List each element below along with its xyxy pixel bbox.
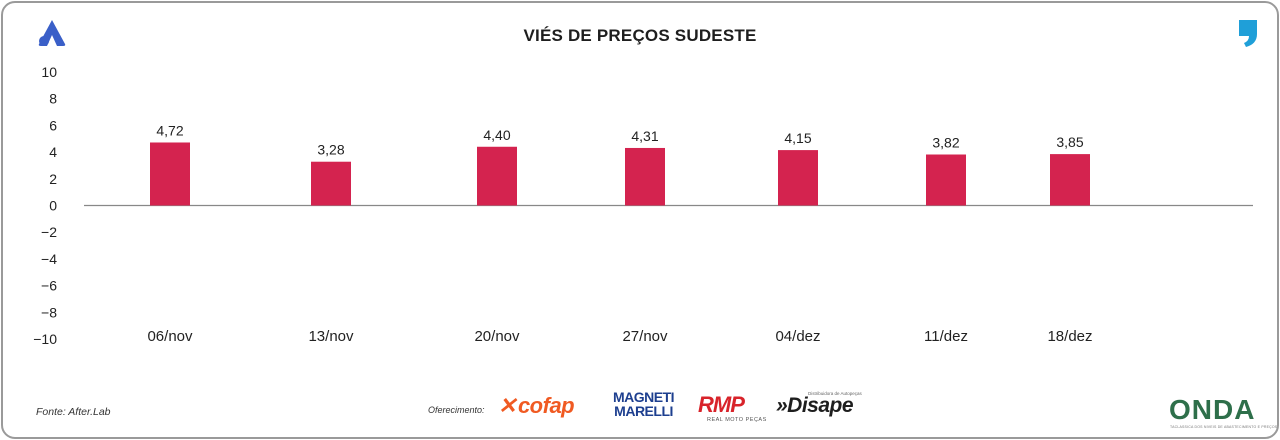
- chart-title: VIÉS DE PREÇOS SUDESTE: [523, 26, 757, 45]
- after-lab-a-logo-icon: [38, 20, 66, 46]
- source-note: Fonte: After.Lab: [36, 406, 111, 418]
- y-tick-label: −8: [41, 304, 57, 320]
- data-label: 4,31: [631, 128, 658, 144]
- cofap-x-icon: ✕: [498, 393, 516, 418]
- x-tick-label: 20/nov: [474, 328, 520, 345]
- y-tick-label: −10: [33, 331, 57, 347]
- data-label: 4,72: [156, 122, 183, 138]
- x-tick-label: 27/nov: [622, 328, 668, 345]
- bar: [311, 161, 351, 206]
- x-tick-label: 06/nov: [147, 328, 193, 345]
- x-tick-label: 04/dez: [775, 328, 820, 345]
- onda-logo: ONDA: [1169, 394, 1256, 425]
- disape-logo: »Disape: [776, 394, 854, 417]
- magneti-marelli-logo: MAGNETI MARELLI: [613, 389, 675, 419]
- bar: [477, 146, 517, 206]
- cofap-logo: ✕cofap: [498, 393, 575, 418]
- y-tick-label: −6: [41, 278, 57, 294]
- data-label: 4,15: [784, 130, 811, 146]
- data-label: 3,28: [317, 142, 344, 158]
- x-tick-label: 11/dez: [924, 328, 968, 345]
- bar: [150, 142, 190, 206]
- y-tick-label: −2: [41, 224, 57, 240]
- y-tick-label: 0: [49, 198, 57, 214]
- sponsor-label: Oferecimento:: [428, 405, 485, 415]
- data-label: 4,40: [483, 127, 510, 143]
- bar: [625, 147, 665, 206]
- y-tick-label: 6: [49, 117, 57, 133]
- y-tick-label: 4: [49, 144, 57, 160]
- comma-quote-icon: [1239, 20, 1257, 47]
- x-tick-label: 18/dez: [1047, 328, 1092, 345]
- data-label: 3,82: [932, 135, 959, 151]
- bar: [1050, 154, 1090, 206]
- onda-tagline: TACLASSICA DOS NIVEIS DE ABASTECIMENTO E…: [1170, 425, 1278, 429]
- rmp-tagline: REAL MOTO PEÇAS: [707, 417, 767, 423]
- x-tick-label: 13/nov: [308, 328, 354, 345]
- y-tick-label: 8: [49, 91, 57, 107]
- y-tick-label: −4: [41, 251, 57, 267]
- bar: [926, 154, 966, 206]
- data-label: 3,85: [1056, 134, 1083, 150]
- y-tick-label: 2: [49, 171, 57, 187]
- y-tick-label: 10: [41, 64, 57, 80]
- disape-tagline: Distribuidora de Autopeças: [808, 391, 862, 396]
- bar: [778, 150, 818, 206]
- rmp-logo: RMP: [698, 392, 745, 417]
